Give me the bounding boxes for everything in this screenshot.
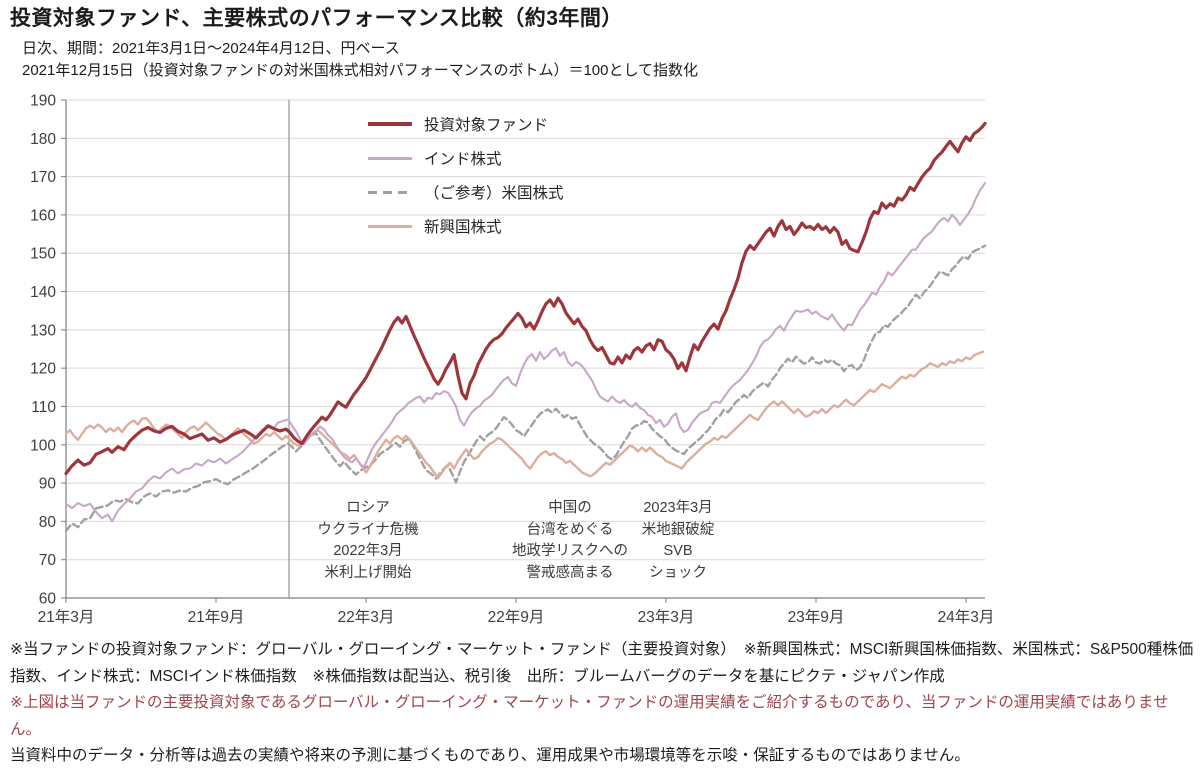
y-tick-label: 140: [30, 284, 56, 301]
y-tick-label: 160: [30, 207, 56, 224]
y-tick-label: 150: [30, 246, 56, 263]
legend-item-india: インド株式: [368, 141, 564, 175]
series-fund-line: [64, 121, 987, 476]
annotation-taiwan-risk: 中国の 台湾をめぐる 地政学リスクへの 警戒感高まる: [482, 498, 658, 584]
chart-subtitle-period: 日次、期間：2021年3月1日～2024年4月12日、円ベース: [22, 40, 400, 57]
annotation-line: 警戒感高まる: [526, 564, 614, 581]
annotation-russia-ukraine: ロシア ウクライナ危機 2022年3月 米利上げ開始: [280, 498, 456, 584]
y-tick-label: 80: [39, 514, 57, 531]
y-tick-label: 130: [30, 322, 56, 339]
page-title: 投資対象ファンド、主要株式のパフォーマンス比較（約3年間）: [10, 7, 623, 30]
y-tick-label: 60: [39, 591, 57, 608]
y-tick-label: 190: [30, 93, 56, 110]
x-tick-label: 21年9月: [188, 608, 245, 626]
x-tick-label: 21年3月: [38, 608, 95, 626]
series-us-line: [64, 244, 987, 533]
legend-label-us: （ご参考）米国株式: [424, 185, 564, 202]
chart-subtitle-indexing: 2021年12月15日（投資対象ファンドの対米国株式相対パフォーマンスのボトム）…: [22, 62, 699, 79]
y-tick-label: 120: [30, 361, 56, 378]
annotation-line: 米地銀破綻: [641, 521, 715, 538]
y-tick-label: 100: [30, 437, 56, 454]
em-line-swatch: [368, 224, 412, 228]
footnote-general-disclaimer: 当資料中のデータ・分析等は過去の実績や将来の予測に基づくものであり、運用成果や市…: [10, 747, 970, 764]
annotation-line: SVB: [663, 543, 693, 559]
legend-item-us: （ご参考）米国株式: [368, 175, 564, 209]
performance-line-chart: 60 70 80 90 100 110 120 130 140 150 160 170 180 190 21…: [30, 93, 995, 627]
x-tick-label: 23年9月: [788, 608, 845, 626]
annotation-line: 台湾をめぐる: [526, 521, 614, 538]
y-tick-label: 110: [31, 399, 56, 416]
legend-label-fund: 投資対象ファンド: [424, 117, 549, 134]
fund-line-swatch: [368, 122, 412, 126]
annotation-line: ロシア: [346, 500, 390, 516]
annotation-line: ショック: [649, 564, 707, 581]
legend-label-india: インド株式: [424, 151, 502, 168]
x-tick-label: 22年3月: [338, 608, 395, 626]
annotation-line: 2023年3月: [643, 500, 713, 516]
legend-item-fund: 投資対象ファンド: [368, 107, 564, 141]
annotation-line: 中国の: [548, 500, 592, 516]
x-tick-label: 22年9月: [488, 608, 545, 626]
x-tick-label: 23年3月: [638, 608, 695, 626]
y-tick-label: 170: [30, 169, 56, 186]
footnote-index-definitions: ※当ファンドの投資対象ファンド：グローバル・グローイング・マーケット・ファンド（…: [10, 641, 1194, 685]
annotation-svb-shock: 2023年3月 米地銀破綻 SVB ショック: [590, 498, 766, 584]
y-tick-label: 90: [39, 476, 57, 493]
legend-item-em: 新興国株式: [368, 209, 564, 243]
annotation-line: 米利上げ開始: [324, 564, 412, 581]
india-line-swatch: [368, 156, 412, 160]
footnote-red-disclaimer: ※上図は当ファンドの主要投資対象であるグローバル・グローイング・マーケット・ファ…: [10, 694, 1169, 738]
y-tick-label: 180: [30, 131, 56, 148]
annotation-line: 地政学リスクへの: [512, 543, 628, 559]
x-tick-label: 24年3月: [938, 608, 995, 626]
annotation-line: 2022年3月: [333, 543, 403, 559]
y-tick-label: 70: [39, 552, 57, 569]
footnotes: ※当ファンドの投資対象ファンド：グローバル・グローイング・マーケット・ファンド（…: [10, 637, 1194, 770]
us-dashed-line-swatch: [368, 190, 412, 194]
series-india-line: [64, 182, 987, 523]
legend-label-em: 新興国株式: [424, 219, 502, 236]
chart-legend: 投資対象ファンド インド株式 （ご参考）米国株式 新興国株式: [368, 107, 564, 243]
series-em-line: [64, 350, 985, 480]
annotation-line: ウクライナ危機: [317, 521, 419, 538]
